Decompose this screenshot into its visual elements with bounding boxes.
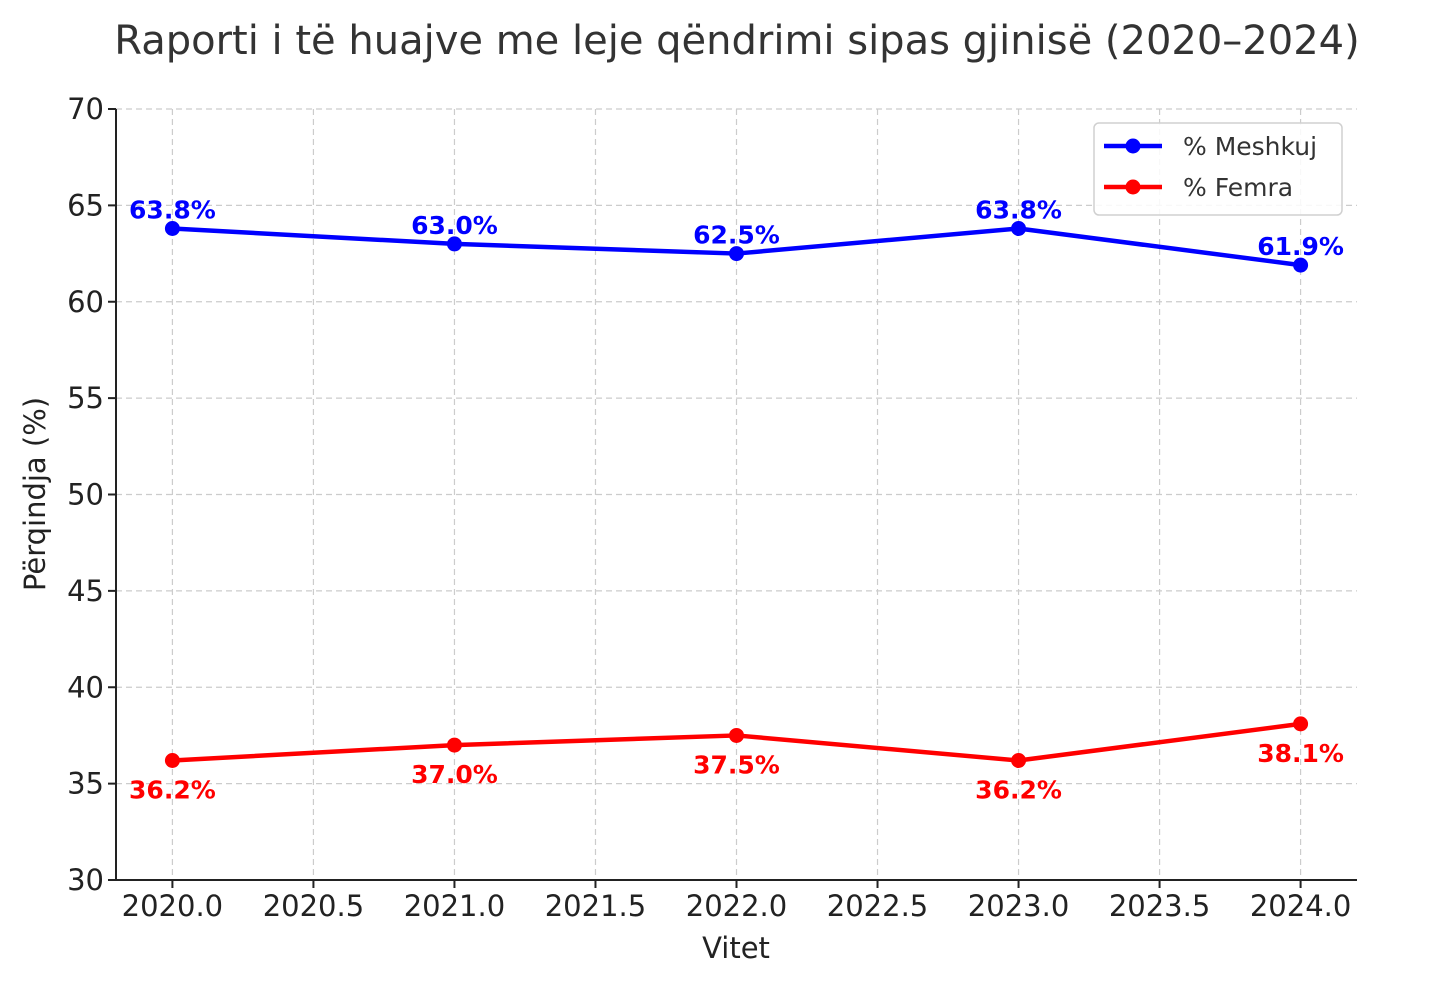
x-ticks: 2020.0 2020.5 2021.0 2021.5 2022.0 2022.5 2023… — [122, 880, 1351, 923]
x-axis-label: Vitet — [702, 931, 770, 965]
data-label: 38.1% — [1257, 739, 1344, 768]
legend-label: % Meshkuj — [1183, 132, 1317, 161]
x-tick-label: 2022.5 — [827, 889, 928, 923]
data-point — [446, 737, 462, 753]
data-point — [729, 727, 744, 743]
x-tick-label: 2024.0 — [1250, 889, 1351, 923]
data-label: 36.2% — [129, 775, 216, 804]
y-tick-label: 65 — [67, 188, 104, 222]
x-tick-label: 2021.5 — [545, 889, 646, 923]
series-meshkuj: 63.8% 63.0% 62.5% 63.8% 61.9% — [129, 196, 1344, 273]
y-tick-label: 35 — [67, 767, 104, 801]
data-point — [1293, 716, 1309, 732]
data-label: 63.8% — [975, 196, 1062, 225]
data-label: 63.0% — [411, 211, 498, 240]
legend: % Meshkuj % Femra — [1093, 122, 1343, 216]
legend-item: % Meshkuj — [1104, 132, 1317, 161]
data-label: 36.2% — [975, 775, 1062, 804]
data-point — [1011, 221, 1027, 237]
legend-label: % Femra — [1183, 173, 1293, 202]
y-tick-label: 45 — [67, 574, 104, 608]
data-point — [164, 221, 180, 237]
data-point — [446, 236, 462, 252]
x-tick-label: 2020.0 — [122, 889, 223, 923]
x-tick-label: 2021.0 — [404, 889, 505, 923]
data-point — [1011, 752, 1027, 768]
y-tick-label: 55 — [67, 381, 104, 415]
data-point — [164, 752, 180, 768]
y-tick-label: 40 — [67, 670, 104, 704]
x-tick-label: 2023.5 — [1109, 889, 1210, 923]
x-tick-label: 2023.0 — [968, 889, 1069, 923]
data-label: 37.0% — [411, 760, 498, 789]
y-ticks: 30 35 40 45 50 55 60 65 70 — [67, 92, 116, 897]
y-axis-label: Përqindja (%) — [18, 397, 52, 591]
data-label: 37.5% — [693, 750, 780, 779]
legend-marker — [1125, 138, 1141, 154]
x-tick-label: 2022.0 — [686, 889, 787, 923]
y-tick-label: 30 — [67, 863, 104, 897]
data-point — [729, 246, 744, 262]
data-label: 63.8% — [129, 196, 216, 225]
legend-item: % Femra — [1104, 173, 1293, 202]
data-label: 62.5% — [693, 221, 780, 250]
y-tick-label: 70 — [67, 92, 104, 126]
series-femra: 36.2% 37.0% 37.5% 36.2% 38.1% — [129, 716, 1344, 804]
y-tick-label: 50 — [67, 478, 104, 512]
series: 63.8% 63.0% 62.5% 63.8% 61.9% 36.2% 37.0% 37.5%… — [129, 196, 1344, 805]
x-tick-label: 2020.5 — [263, 889, 364, 923]
legend-marker — [1125, 179, 1141, 195]
y-tick-label: 60 — [67, 285, 104, 319]
data-label: 61.9% — [1257, 232, 1344, 261]
chart-title: Raporti i të huajve me leje qëndrimi sip… — [114, 18, 1359, 64]
data-point — [1293, 257, 1309, 273]
